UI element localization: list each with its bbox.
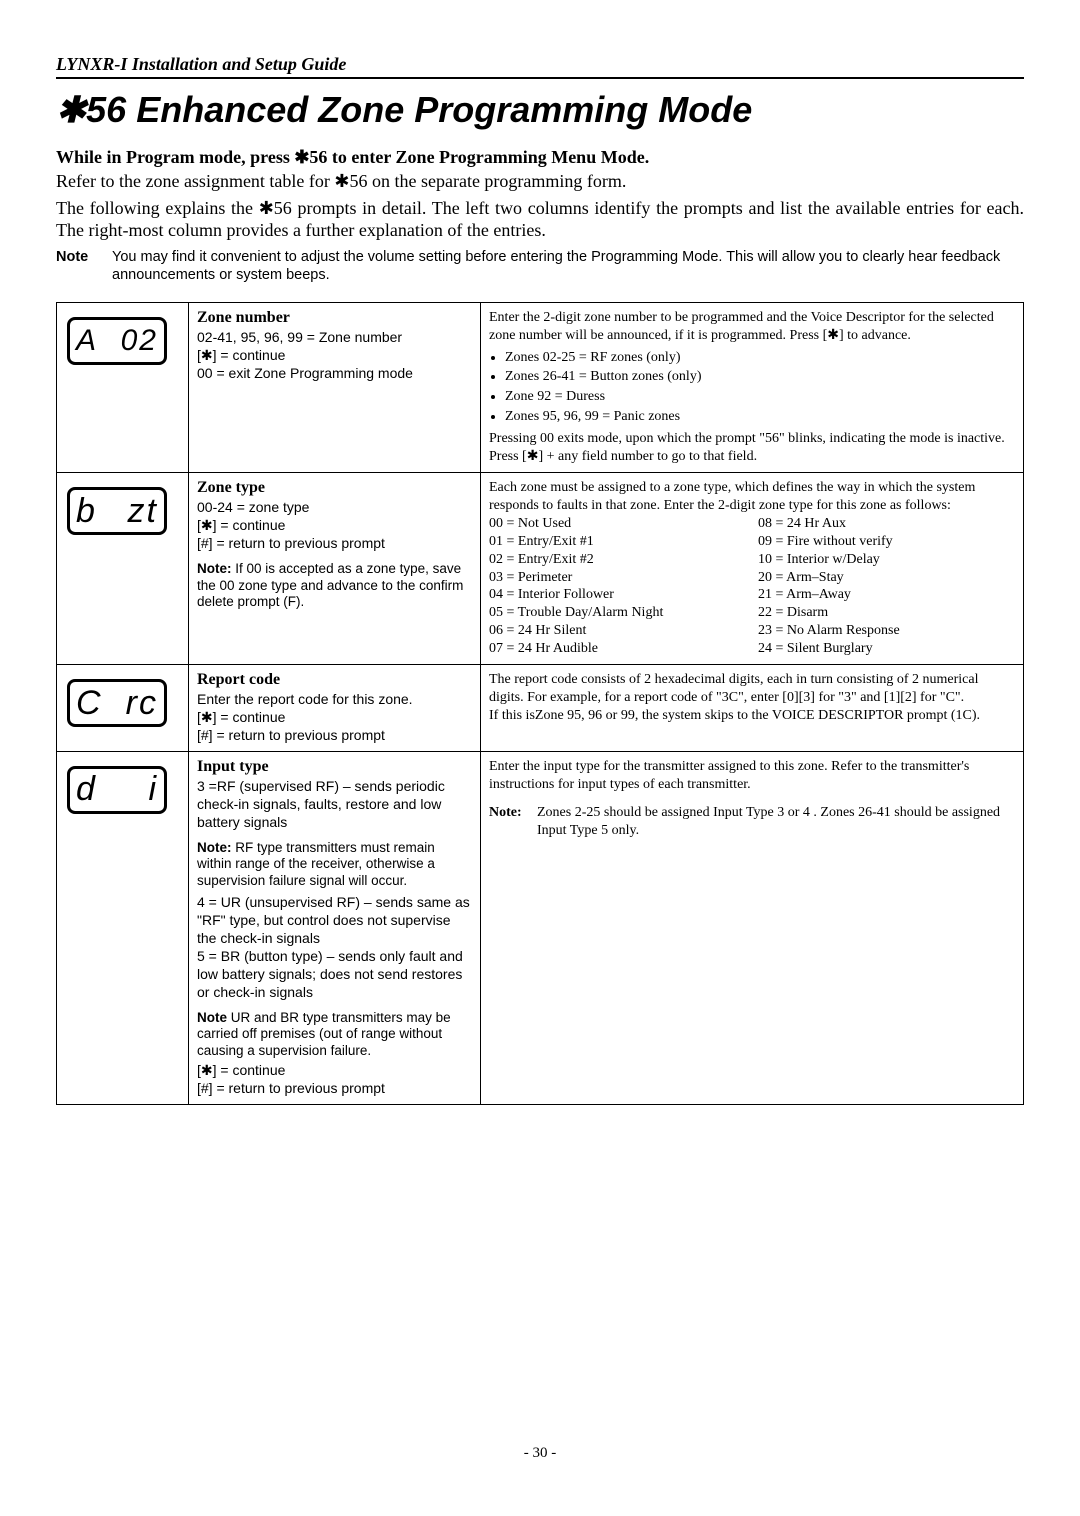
bullet: Zones 26-41 = Button zones (only) (505, 368, 1015, 386)
right-intro: Each zone must be assigned to a zone typ… (489, 479, 1015, 515)
lcd-cell: C rc (57, 665, 189, 752)
lcd-left: C (76, 684, 117, 723)
type-entry: 07 = 24 Hr Audible (489, 640, 746, 658)
type-entry: 24 = Silent Burglary (758, 640, 1015, 658)
prompt-right-cell: The report code consists of 2 hexadecima… (481, 665, 1024, 752)
prompt-table: A 02 Zone number 02-41, 95, 96, 99 = Zon… (56, 302, 1024, 1105)
type-entry: 03 = Perimeter (489, 569, 746, 587)
intro-bold: While in Program mode, press ✱56 to ente… (56, 147, 1024, 168)
type-entry: 06 = 24 Hr Silent (489, 622, 746, 640)
mid-title: Zone type (197, 479, 472, 497)
bullet: Zones 95, 96, 99 = Panic zones (505, 408, 1015, 426)
mid-body: 02-41, 95, 96, 99 = Zone number [✱] = co… (197, 329, 472, 383)
lcd-right: zt (117, 492, 158, 531)
type-entry: 09 = Fire without verify (758, 533, 1015, 551)
right-bullets: Zones 02-25 = RF zones (only) Zones 26-4… (489, 349, 1015, 427)
right-post: Pressing 00 exits mode, upon which the p… (489, 431, 1005, 464)
lcd-display: A 02 (67, 317, 167, 365)
right-body: Each zone must be assigned to a zone typ… (489, 479, 1015, 658)
lcd-cell: d i (57, 751, 189, 1104)
mid-body: 3 =RF (supervised RF) – sends periodic c… (197, 778, 472, 832)
mid-body: 4 = UR (unsupervised RF) – sends same as… (197, 894, 472, 1001)
mid-title: Report code (197, 671, 472, 689)
lcd-right: rc (117, 684, 158, 723)
intro-line-1: Refer to the zone assignment table for ✱… (56, 170, 1024, 193)
mid-body: 00-24 = zone type [✱] = continue [#] = r… (197, 499, 472, 553)
type-entry: 02 = Entry/Exit #2 (489, 551, 746, 569)
mid-note: Note UR and BR type transmitters may be … (197, 1010, 472, 1061)
mid-note: Note: If 00 is accepted as a zone type, … (197, 561, 472, 612)
lcd-right: i (117, 770, 158, 809)
bullet: Zones 02-25 = RF zones (only) (505, 349, 1015, 367)
lcd-left: b (76, 492, 117, 531)
prompt-mid-cell: Zone type 00-24 = zone type [✱] = contin… (189, 473, 481, 665)
lcd-left: d (76, 770, 117, 809)
title-rest: Enhanced Zone Programming Mode (126, 89, 752, 130)
table-row: A 02 Zone number 02-41, 95, 96, 99 = Zon… (57, 302, 1024, 472)
type-entry: 00 = Not Used (489, 515, 746, 533)
mid-note: Note: RF type transmitters must remain w… (197, 840, 472, 891)
type-entry: 05 = Trouble Day/Alarm Night (489, 604, 746, 622)
page-title: ✱56 Enhanced Zone Programming Mode (56, 89, 1024, 131)
note-text: RF type transmitters must remain within … (197, 840, 435, 889)
note-label: Note: (197, 561, 232, 576)
prompt-right-cell: Each zone must be assigned to a zone typ… (481, 473, 1024, 665)
table-row: b zt Zone type 00-24 = zone type [✱] = c… (57, 473, 1024, 665)
note-label: Note: (197, 840, 232, 855)
lcd-cell: b zt (57, 473, 189, 665)
type-entry: 01 = Entry/Exit #1 (489, 533, 746, 551)
prompt-mid-cell: Report code Enter the report code for th… (189, 665, 481, 752)
table-row: d i Input type 3 =RF (supervised RF) – s… (57, 751, 1024, 1104)
lcd-display: C rc (67, 679, 167, 727)
note-text: If 00 is accepted as a zone type, save t… (197, 561, 463, 610)
mid-body: Enter the report code for this zone. [✱]… (197, 691, 472, 745)
prompt-mid-cell: Input type 3 =RF (supervised RF) – sends… (189, 751, 481, 1104)
lcd-left: A (76, 324, 117, 358)
prompt-right-cell: Enter the input type for the transmitter… (481, 751, 1024, 1104)
note-text: Zones 2-25 should be assigned Input Type… (537, 804, 1015, 840)
top-note-body: You may find it convenient to adjust the… (112, 248, 1024, 284)
page-number: - 30 - (56, 1445, 1024, 1462)
lcd-right: 02 (117, 324, 158, 358)
right-intro: Enter the input type for the transmitter… (489, 758, 1015, 794)
right-body: Enter the input type for the transmitter… (489, 758, 1015, 840)
mid-tail: [✱] = continue [#] = return to previous … (197, 1062, 472, 1098)
note-text: UR and BR type transmitters may be carri… (197, 1010, 451, 1059)
prompt-right-cell: Enter the 2-digit zone number to be prog… (481, 302, 1024, 472)
right-body: The report code consists of 2 hexadecima… (489, 671, 1015, 725)
title-prefix: ✱56 (56, 89, 126, 130)
top-note-label: Note (56, 248, 112, 284)
type-entry: 20 = Arm–Stay (758, 569, 1015, 587)
type-entry: 04 = Interior Follower (489, 586, 746, 604)
right-intro: Enter the 2-digit zone number to be prog… (489, 310, 994, 343)
lcd-display: b zt (67, 487, 167, 535)
lcd-cell: A 02 (57, 302, 189, 472)
mid-title: Zone number (197, 309, 472, 327)
doc-header-title: LYNXR-I Installation and Setup Guide (56, 54, 1024, 75)
table-row: C rc Report code Enter the report code f… (57, 665, 1024, 752)
zone-type-col-right: 08 = 24 Hr Aux 09 = Fire without verify … (758, 515, 1015, 658)
type-entry: 23 = No Alarm Response (758, 622, 1015, 640)
right-body: Enter the 2-digit zone number to be prog… (489, 309, 1015, 466)
lcd-display: d i (67, 766, 167, 814)
type-entry: 22 = Disarm (758, 604, 1015, 622)
header-rule (56, 77, 1024, 79)
type-entry: 08 = 24 Hr Aux (758, 515, 1015, 533)
note-label: Note: (489, 804, 537, 840)
type-entry: 21 = Arm–Away (758, 586, 1015, 604)
top-note: Note You may find it convenient to adjus… (56, 248, 1024, 284)
mid-title: Input type (197, 758, 472, 776)
bullet: Zone 92 = Duress (505, 388, 1015, 406)
type-entry: 10 = Interior w/Delay (758, 551, 1015, 569)
zone-type-col-left: 00 = Not Used 01 = Entry/Exit #1 02 = En… (489, 515, 746, 658)
prompt-mid-cell: Zone number 02-41, 95, 96, 99 = Zone num… (189, 302, 481, 472)
intro-line-2: The following explains the ✱56 prompts i… (56, 197, 1024, 242)
zone-type-columns: 00 = Not Used 01 = Entry/Exit #1 02 = En… (489, 515, 1015, 658)
note-label: Note (197, 1010, 227, 1025)
